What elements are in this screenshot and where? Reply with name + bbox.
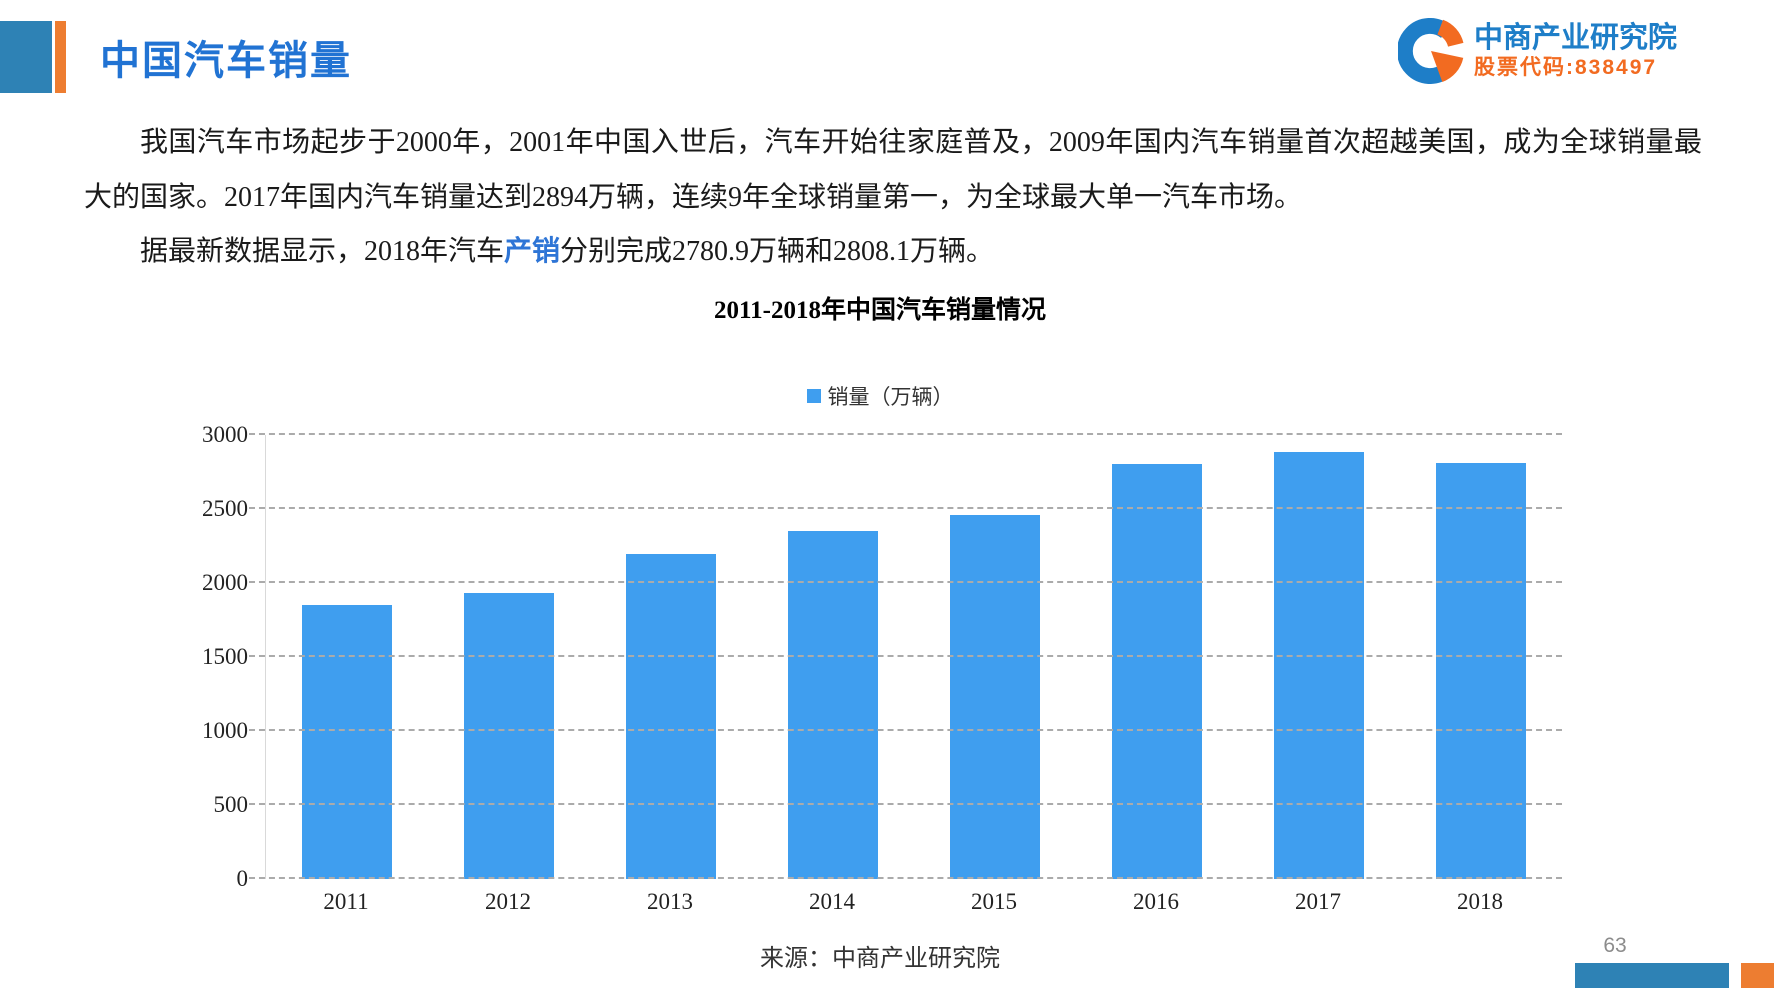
paragraph-2: 据最新数据显示，2018年汽车产销分别完成2780.9万辆和2808.1万辆。 <box>84 225 1702 280</box>
gridline <box>249 655 1562 657</box>
company-logo: 中商产业研究院 股票代码:838497 <box>1398 18 1677 84</box>
bar-2011 <box>302 605 392 879</box>
gridline <box>249 803 1562 806</box>
x-tick-label: 2014 <box>809 889 855 914</box>
bar-slot <box>752 435 914 879</box>
bars-row <box>266 435 1562 879</box>
bar-2012 <box>464 593 554 879</box>
footer-accent-bar-blue <box>1575 963 1729 988</box>
paragraph-2-prefix: 据最新数据显示，2018年汽车 <box>140 236 505 268</box>
bar-2018 <box>1436 463 1526 879</box>
stock-code-label: 股票代码:838497 <box>1474 55 1658 79</box>
x-tick-label: 2012 <box>485 889 531 914</box>
bar-slot <box>266 435 428 879</box>
bar-slot <box>1076 435 1238 879</box>
bar-slot <box>1400 435 1562 879</box>
page-title: 中国汽车销量 <box>100 38 352 83</box>
company-logo-icon <box>1398 18 1464 84</box>
y-tick-label: 2500 <box>202 496 248 521</box>
legend-swatch-icon <box>806 389 821 403</box>
bar-2015 <box>950 514 1040 879</box>
legend-label: 销量（万辆） <box>827 385 954 409</box>
y-tick-label: 500 <box>213 792 249 818</box>
bar-2017 <box>1274 451 1364 879</box>
bar-2016 <box>1112 464 1202 879</box>
x-tick-label: 2017 <box>1295 889 1341 914</box>
bar-2013 <box>626 553 716 879</box>
x-tick-label: 2015 <box>971 889 1017 914</box>
gridline <box>249 581 1562 584</box>
body-text: 我国汽车市场起步于2000年，2001年中国入世后，汽车开始往家庭普及，2009… <box>84 116 1702 280</box>
bar-slot <box>428 435 590 879</box>
y-tick-label: 2000 <box>202 570 248 596</box>
y-tick-label: 3000 <box>202 422 248 447</box>
x-tick-label: 2013 <box>647 889 693 914</box>
bar-slot <box>914 435 1076 879</box>
x-tick-label: 2011 <box>323 889 369 914</box>
paragraph-2-highlight: 产销 <box>504 236 561 268</box>
page-number: 63 <box>1603 934 1627 957</box>
source-note: 来源：中商产业研究院 <box>760 946 1000 972</box>
y-tick-label: 1000 <box>202 718 248 744</box>
company-name: 中商产业研究院 <box>1474 22 1678 55</box>
gridline <box>249 433 1562 435</box>
x-tick-label: 2016 <box>1133 889 1179 914</box>
x-tick-label: 2018 <box>1457 889 1503 914</box>
y-tick-label: 1500 <box>202 644 248 669</box>
x-axis-labels: 2011 2012 2013 2014 2015 2016 2017 2018 <box>265 889 1561 915</box>
header-accent-square <box>0 21 52 93</box>
gridline <box>249 729 1562 732</box>
y-tick-label: 0 <box>236 866 249 891</box>
chart-legend: 销量（万辆） <box>180 381 1580 411</box>
company-logo-text: 中商产业研究院 股票代码:838497 <box>1474 22 1677 79</box>
bar-2014 <box>788 531 878 879</box>
header-accent-bar <box>55 21 66 93</box>
gridline <box>249 507 1562 509</box>
paragraph-1: 我国汽车市场起步于2000年，2001年中国入世后，汽车开始往家庭普及，2009… <box>84 127 1702 213</box>
paragraph-2-suffix: 分别完成2780.9万辆和2808.1万辆。 <box>560 236 995 268</box>
plot-area <box>249 433 1562 879</box>
footer-accent-square-orange <box>1741 963 1774 988</box>
chart-title: 2011-2018年中国汽车销量情况 <box>714 297 1046 324</box>
bar-slot <box>590 435 752 879</box>
y-axis-labels: 0 500 1000 1500 2000 2500 3000 <box>130 422 249 891</box>
gridline <box>249 877 1562 879</box>
bar-slot <box>1238 435 1400 879</box>
